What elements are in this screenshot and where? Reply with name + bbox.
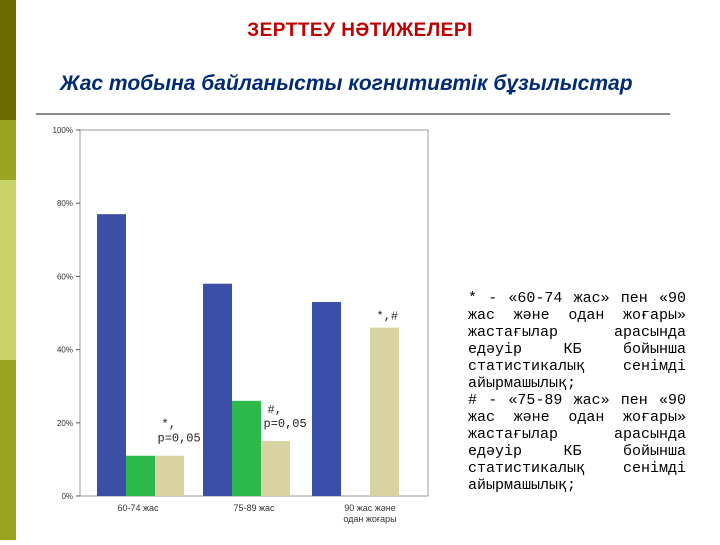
bar-1-2 <box>261 441 290 496</box>
y-tick-label: 100% <box>53 126 73 135</box>
bar-0-1 <box>126 455 155 496</box>
y-tick-label: 40% <box>57 346 73 355</box>
decor-strip-bottom <box>0 360 16 540</box>
note-hash: # - «75-89 жас» пен «90 жас және одан жо… <box>468 392 686 494</box>
bar-1-0 <box>203 283 232 496</box>
decor-strip-mid <box>0 120 16 180</box>
y-tick-label: 0% <box>61 492 73 501</box>
bar-2-2 <box>370 327 399 496</box>
x-tick-label: 75-89 жас <box>233 503 275 513</box>
bar-chart: 0% 20% 40% 60% 80% 100% 60-74 жас 75-89 жас 90 ж… <box>53 126 505 524</box>
slide-title: ЗЕРТТЕУ НӘТИЖЕЛЕРІ <box>247 20 473 41</box>
decor-strip-light <box>0 180 16 360</box>
x-tick-label: 90 жас және одан жоғары <box>343 503 396 524</box>
title-divider <box>36 113 670 115</box>
significance-notes: * - «60-74 жас» пен «90 жас және одан жо… <box>468 290 686 494</box>
annotation-label: #, p=0,05 <box>264 403 307 431</box>
decor-strip-top <box>0 0 16 120</box>
y-tick-label: 60% <box>57 272 73 281</box>
annotation-label: *, p=0,05 <box>158 418 201 446</box>
bar-0-0 <box>97 214 126 496</box>
x-tick-label: 60-74 жас <box>117 503 159 513</box>
bar-1-1 <box>232 400 261 496</box>
bar-0-2 <box>155 455 184 496</box>
chart-container: 0% 20% 40% 60% 80% 100% 60-74 жас 75-89 жас 90 ж… <box>20 122 505 540</box>
slide-subtitle: Жас тобына байланысты когнитивтік бұзылы… <box>60 72 633 95</box>
bar-2-0 <box>312 302 341 496</box>
annotation-label: *,# <box>377 310 399 324</box>
y-tick-label: 80% <box>57 199 73 208</box>
note-star: * - «60-74 жас» пен «90 жас және одан жо… <box>468 290 686 392</box>
y-tick-label: 20% <box>57 419 73 428</box>
